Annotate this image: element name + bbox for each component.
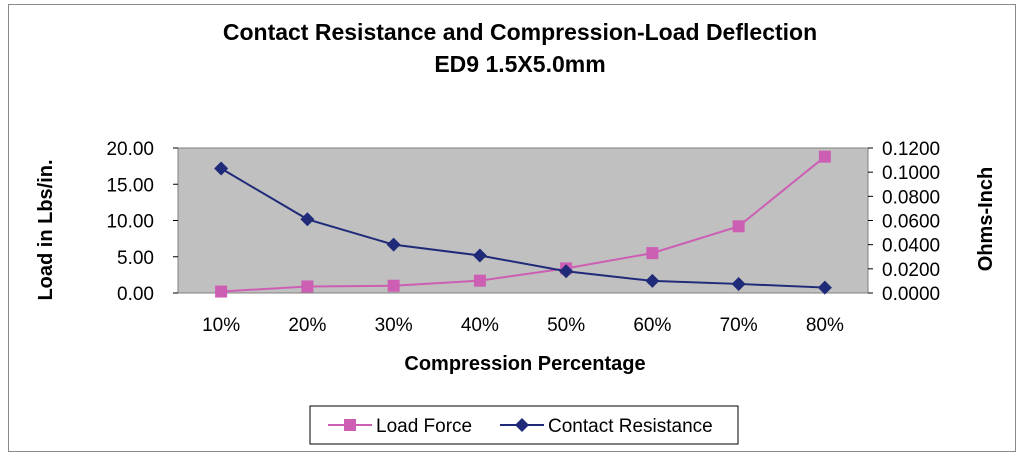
x-tick-label: 70%	[720, 315, 758, 336]
legend-label-contact-resistance: Contact Resistance	[548, 416, 713, 437]
data-point-load-force	[473, 274, 486, 287]
y2-tick-label: 0.0000	[882, 284, 940, 305]
y2-axis-ticks: 0.0000 0.0200 0.0400 0.0600 0.0800 0.1000 0.12…	[868, 139, 940, 305]
y2-tick-label: 0.0400	[882, 236, 940, 257]
y-tick-label: 20.00	[106, 139, 154, 160]
data-point-load-force	[387, 279, 400, 292]
y-axis-label: Load in Lbs/in.	[35, 159, 57, 300]
y2-tick-label: 0.0600	[882, 212, 940, 233]
series-layer	[214, 150, 832, 298]
x-axis-ticks: 10% 20% 30% 40% 50% 60% 70% 80%	[202, 315, 844, 336]
data-point-contact-resistance	[386, 237, 401, 252]
x-tick-label: 20%	[288, 315, 326, 336]
x-tick-label: 60%	[633, 315, 671, 336]
series-line-load-force	[221, 155, 826, 293]
legend-marker-load-force	[344, 419, 356, 431]
data-point-load-force	[215, 285, 228, 298]
data-point-contact-resistance	[214, 161, 229, 176]
series-line-contact-resistance	[220, 167, 825, 289]
legend-label-load-force: Load Force	[376, 416, 472, 437]
chart-subtitle: ED9 1.5X5.0mm	[434, 51, 605, 77]
data-point-load-force	[732, 220, 745, 233]
data-point-contact-resistance	[731, 276, 746, 291]
x-tick-label: 40%	[461, 315, 499, 336]
y2-tick-label: 0.0800	[882, 187, 940, 208]
y-tick-label: 10.00	[106, 212, 154, 233]
y2-axis-label: Ohms-Inch	[975, 167, 997, 271]
legend-marker-contact-resistance	[515, 418, 529, 432]
chart-title: Contact Resistance and Compression-Load …	[223, 19, 817, 45]
y2-tick-label: 0.0200	[882, 260, 940, 281]
x-tick-label: 50%	[547, 315, 585, 336]
legend: Load Force Contact Resistance	[309, 405, 739, 445]
data-point-contact-resistance	[300, 212, 315, 227]
data-point-contact-resistance	[645, 273, 660, 288]
plot-area	[177, 147, 869, 294]
data-point-contact-resistance	[559, 264, 574, 279]
x-tick-label: 80%	[806, 315, 844, 336]
y-tick-label: 5.00	[117, 248, 154, 269]
x-tick-label: 10%	[202, 315, 240, 336]
data-point-load-force	[818, 150, 831, 163]
data-point-load-force	[646, 247, 659, 260]
y-axis-ticks: 0.00 5.00 10.00 15.00 20.00	[106, 139, 178, 305]
x-axis-label: Compression Percentage	[404, 353, 645, 375]
y-tick-label: 0.00	[117, 284, 154, 305]
y2-tick-label: 0.1000	[882, 163, 940, 184]
data-point-load-force	[301, 280, 314, 293]
data-point-contact-resistance	[472, 248, 487, 263]
y2-tick-label: 0.1200	[882, 139, 940, 160]
y-tick-label: 15.00	[106, 175, 154, 196]
x-tick-label: 30%	[375, 315, 413, 336]
data-point-contact-resistance	[817, 280, 832, 295]
